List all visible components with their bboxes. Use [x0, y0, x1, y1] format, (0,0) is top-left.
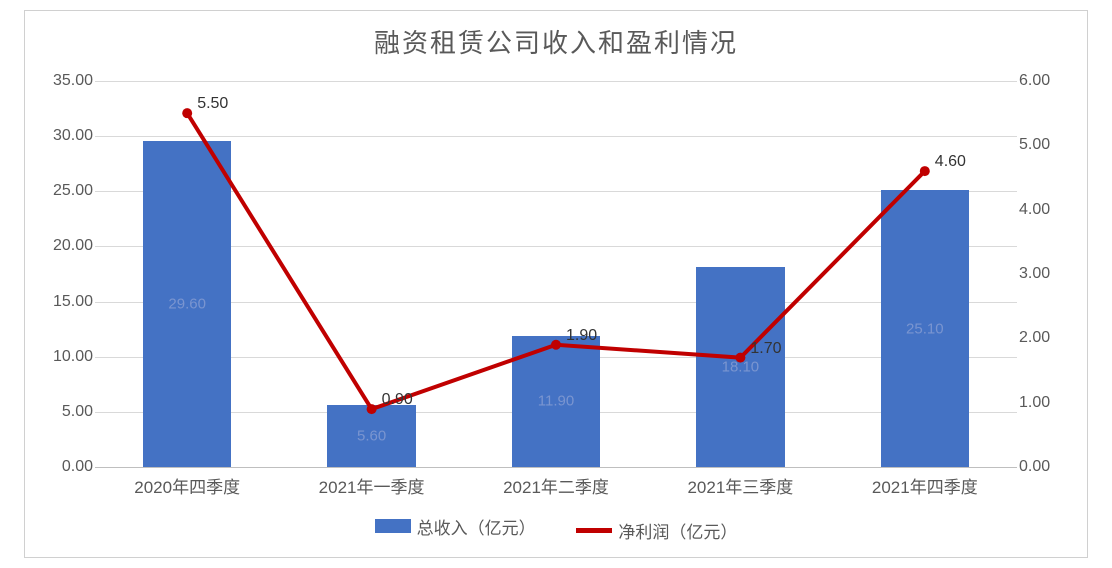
y-left-tick: 0.00 — [33, 458, 93, 476]
chart-container: 融资租赁公司收入和盈利情况 0.00 5.00 10.00 15.00 20.00 25.… — [24, 10, 1088, 558]
line-marker — [920, 166, 930, 176]
y-axis-left: 0.005.0010.0015.0020.0025.0030.0035.00 — [33, 81, 93, 467]
legend-item-line: 净利润（亿元） — [576, 518, 737, 543]
legend-swatch-line — [576, 528, 612, 533]
x-axis-label: 2021年二季度 — [503, 473, 609, 498]
x-axis-label: 2021年三季度 — [687, 473, 793, 498]
line-marker — [367, 404, 377, 414]
y-axis-right: 0.001.002.003.004.005.006.00 — [1019, 81, 1079, 467]
line-marker — [182, 108, 192, 118]
line-marker — [551, 340, 561, 350]
x-axis-label: 2020年四季度 — [134, 473, 240, 498]
y-right-tick: 5.00 — [1019, 136, 1079, 154]
gridline — [95, 467, 1017, 468]
y-left-tick: 30.00 — [33, 127, 93, 145]
y-left-tick: 20.00 — [33, 237, 93, 255]
chart-title: 融资租赁公司收入和盈利情况 — [25, 23, 1087, 60]
y-right-tick: 2.00 — [1019, 329, 1079, 347]
legend-item-bar: 总收入（亿元） — [375, 514, 536, 539]
line-value-label: 1.90 — [566, 327, 597, 345]
x-axis-label: 2021年一季度 — [319, 473, 425, 498]
legend-label-bar: 总收入（亿元） — [417, 514, 536, 539]
y-right-tick: 3.00 — [1019, 265, 1079, 283]
line-value-label: 0.90 — [382, 391, 413, 409]
line-value-label: 1.70 — [750, 340, 781, 358]
y-left-tick: 25.00 — [33, 182, 93, 200]
line-path — [187, 113, 925, 409]
y-left-tick: 35.00 — [33, 72, 93, 90]
y-right-tick: 1.00 — [1019, 394, 1079, 412]
y-right-tick: 6.00 — [1019, 72, 1079, 90]
y-left-tick: 15.00 — [33, 293, 93, 311]
legend-swatch-bar — [375, 519, 411, 533]
line-value-label: 5.50 — [197, 95, 228, 113]
line-value-label: 4.60 — [935, 153, 966, 171]
legend: 总收入（亿元） 净利润（亿元） — [25, 514, 1087, 544]
legend-label-line: 净利润（亿元） — [618, 518, 737, 543]
plot-area: 29.605.6011.9018.1025.105.500.901.901.70… — [95, 81, 1017, 467]
y-left-tick: 10.00 — [33, 348, 93, 366]
line-series — [95, 81, 1017, 467]
y-left-tick: 5.00 — [33, 403, 93, 421]
x-axis-labels: 2020年四季度 2021年一季度 2021年二季度 2021年三季度 2021年四季度 — [95, 473, 1017, 497]
x-axis-label: 2021年四季度 — [872, 473, 978, 498]
y-right-tick: 0.00 — [1019, 458, 1079, 476]
line-marker — [735, 353, 745, 363]
y-right-tick: 4.00 — [1019, 201, 1079, 219]
